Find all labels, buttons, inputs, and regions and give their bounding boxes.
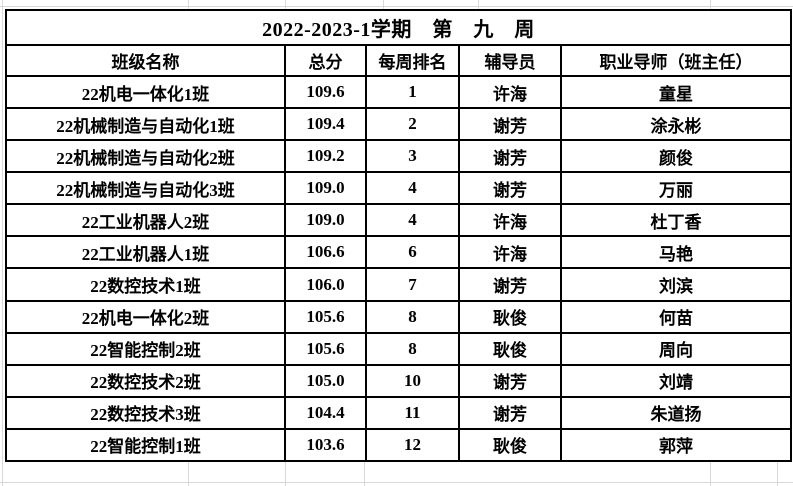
cell-rank: 3	[365, 139, 460, 174]
cell-rank: 1	[365, 74, 460, 110]
cell-mentor: 杜丁香	[559, 203, 793, 238]
cell-counselor: 许海	[458, 74, 562, 110]
cell-mentor: 周向	[559, 331, 793, 366]
cell-counselor: 谢芳	[458, 139, 562, 174]
spreadsheet-gridline	[383, 0, 384, 9]
spreadsheet-gridline	[777, 462, 778, 486]
cell-class-name: 22智能控制2班	[5, 331, 286, 366]
cell-counselor: 许海	[458, 235, 562, 270]
cell-mentor: 万丽	[559, 171, 793, 206]
cell-class-name: 22智能控制1班	[5, 427, 286, 463]
column-header-weekly-rank: 每周排名	[365, 44, 460, 77]
cell-class-name: 22机械制造与自动化3班	[5, 171, 286, 206]
cell-counselor: 耿俊	[458, 427, 562, 463]
cell-mentor: 何苗	[559, 299, 793, 334]
table-row: 22数控技术3班 104.4 11 谢芳 朱道扬	[5, 395, 793, 430]
cell-counselor: 许海	[458, 203, 562, 238]
table-row: 22数控技术2班 105.0 10 谢芳 刘靖	[5, 363, 793, 398]
table-row: 22智能控制2班 105.6 8 耿俊 周向	[5, 331, 793, 366]
cell-mentor: 马艳	[559, 235, 793, 270]
column-header-career-mentor: 职业导师（班主任）	[559, 44, 793, 77]
cell-mentor: 朱道扬	[559, 395, 793, 430]
column-header-total-score: 总分	[284, 44, 367, 77]
cell-class-name: 22数控技术2班	[5, 363, 286, 398]
cell-counselor: 谢芳	[458, 107, 562, 142]
table-row: 22工业机器人1班 106.6 6 许海 马艳	[5, 235, 793, 270]
cell-counselor: 谢芳	[458, 267, 562, 302]
cell-counselor: 谢芳	[458, 395, 562, 430]
cell-class-name: 22机电一体化2班	[5, 299, 286, 334]
spreadsheet-gridline	[710, 0, 711, 9]
cell-mentor: 刘靖	[559, 363, 793, 398]
table-row: 22机电一体化1班 109.6 1 许海 童星	[5, 74, 793, 110]
spreadsheet-gridline	[188, 462, 189, 486]
cell-mentor: 刘滨	[559, 267, 793, 302]
cell-rank: 4	[365, 171, 460, 206]
table-title: 2022-2023-1学期 第 九 周	[4, 9, 793, 46]
cell-rank: 11	[365, 395, 460, 430]
cell-score: 109.4	[284, 107, 367, 142]
cell-score: 106.0	[284, 267, 367, 302]
spreadsheet-gridline	[285, 0, 286, 9]
weekly-ranking-table: 2022-2023-1学期 第 九 周 班级名称 总分 每周排名 辅导员 职业导…	[4, 9, 793, 463]
cell-rank: 12	[365, 427, 460, 463]
table-row: 22机电一体化2班 105.6 8 耿俊 何苗	[5, 299, 793, 334]
spreadsheet-gridline	[364, 462, 365, 486]
table-row: 22智能控制1班 103.6 12 耿俊 郭萍	[5, 427, 793, 463]
cell-rank: 6	[365, 235, 460, 270]
table-row: 22工业机器人2班 109.0 4 许海 杜丁香	[5, 203, 793, 238]
cell-rank: 4	[365, 203, 460, 238]
spreadsheet-gridline	[188, 0, 189, 9]
cell-counselor: 耿俊	[458, 331, 562, 366]
cell-rank: 8	[365, 331, 460, 366]
cell-rank: 7	[365, 267, 460, 302]
cell-score: 105.6	[284, 331, 367, 366]
cell-class-name: 22机械制造与自动化2班	[5, 139, 286, 174]
cell-counselor: 谢芳	[458, 171, 562, 206]
table-row: 22机械制造与自动化3班 109.0 4 谢芳 万丽	[5, 171, 793, 206]
table-header-row: 班级名称 总分 每周排名 辅导员 职业导师（班主任）	[5, 44, 793, 77]
cell-score: 109.2	[284, 139, 367, 174]
table-row: 22机械制造与自动化2班 109.2 3 谢芳 颜俊	[5, 139, 793, 174]
cell-class-name: 22数控技术3班	[5, 395, 286, 430]
cell-score: 109.0	[284, 203, 367, 238]
cell-rank: 10	[365, 363, 460, 398]
column-header-class-name: 班级名称	[5, 44, 286, 77]
table-row: 22数控技术1班 106.0 7 谢芳 刘滨	[5, 267, 793, 302]
cell-counselor: 耿俊	[458, 299, 562, 334]
spreadsheet-gridline	[478, 0, 479, 9]
cell-mentor: 郭萍	[559, 427, 793, 463]
cell-rank: 2	[365, 107, 460, 142]
table-row: 22机械制造与自动化1班 109.4 2 谢芳 涂永彬	[5, 107, 793, 142]
cell-class-name: 22数控技术1班	[5, 267, 286, 302]
spreadsheet-gridline	[710, 462, 711, 486]
cell-score: 105.0	[284, 363, 367, 398]
table-title-row: 2022-2023-1学期 第 九 周	[4, 9, 793, 46]
cell-score: 109.0	[284, 171, 367, 206]
column-header-counselor: 辅导员	[458, 44, 562, 77]
cell-counselor: 谢芳	[458, 363, 562, 398]
cell-score: 104.4	[284, 395, 367, 430]
cell-score: 106.6	[284, 235, 367, 270]
cell-class-name: 22机械制造与自动化1班	[5, 107, 286, 142]
cell-class-name: 22机电一体化1班	[5, 74, 286, 110]
cell-score: 105.6	[284, 299, 367, 334]
cell-class-name: 22工业机器人2班	[5, 203, 286, 238]
spreadsheet-gridline	[0, 6, 793, 7]
cell-mentor: 涂永彬	[559, 107, 793, 142]
spreadsheet-gridline	[285, 462, 286, 486]
cell-mentor: 颜俊	[559, 139, 793, 174]
cell-score: 103.6	[284, 427, 367, 463]
spreadsheet-gridline	[0, 482, 793, 483]
spreadsheet-gridline	[2, 0, 3, 486]
cell-score: 109.6	[284, 74, 367, 110]
cell-class-name: 22工业机器人1班	[5, 235, 286, 270]
cell-mentor: 童星	[559, 74, 793, 110]
cell-rank: 8	[365, 299, 460, 334]
